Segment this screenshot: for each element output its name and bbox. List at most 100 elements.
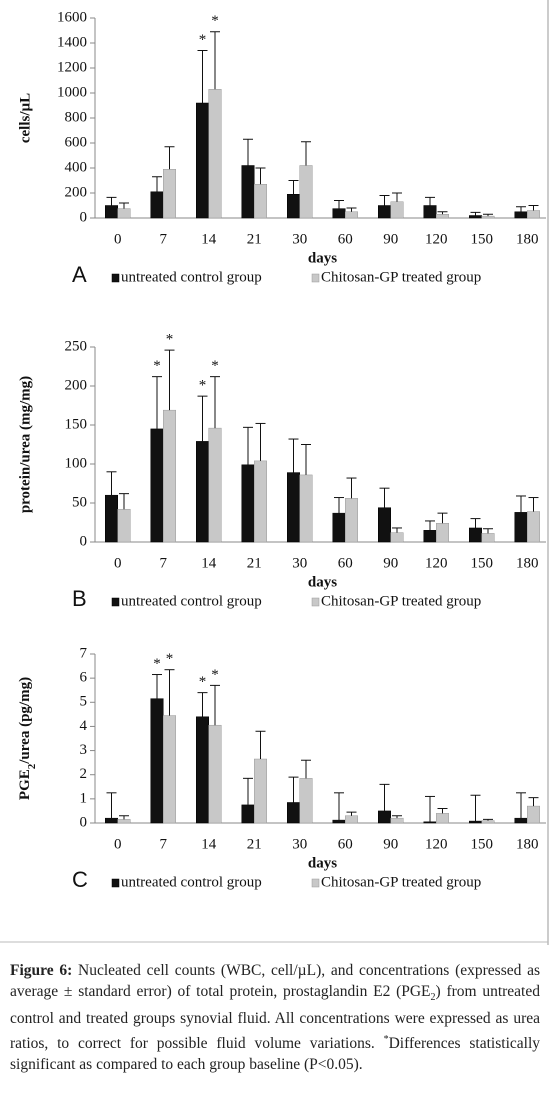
bar <box>241 165 255 219</box>
error-bar <box>152 176 162 192</box>
bar <box>481 820 495 824</box>
error-bar <box>106 196 117 206</box>
bar <box>150 698 164 824</box>
bar <box>105 817 118 824</box>
legend-swatch <box>111 597 120 607</box>
bar <box>332 208 346 219</box>
error-bar <box>470 518 481 528</box>
error-bar <box>288 776 299 803</box>
caption-label: Figure 6: <box>10 962 73 979</box>
legend-label: Chitosan-GP treated group <box>321 593 481 609</box>
bar <box>345 211 358 219</box>
bar <box>514 512 528 543</box>
y-tick-label: 5 <box>80 694 88 710</box>
y-label-part: PGE <box>17 769 33 800</box>
error-bar <box>437 808 448 814</box>
bar <box>378 507 391 543</box>
bar <box>436 523 449 543</box>
bar <box>208 724 222 824</box>
x-tick-label: 120 <box>425 231 448 247</box>
x-tick-label: 90 <box>383 555 398 571</box>
error-bar <box>437 211 448 215</box>
x-tick-label: 21 <box>247 836 262 852</box>
error-bar <box>164 669 175 716</box>
error-bar <box>288 180 299 195</box>
panel-label: A <box>72 262 87 287</box>
bar <box>469 215 482 219</box>
legend-label: untreated control group <box>121 269 262 285</box>
legend-swatch <box>111 878 120 888</box>
bar <box>527 210 540 219</box>
x-tick-label: 120 <box>425 836 448 852</box>
y-tick-label: 1000 <box>57 84 87 100</box>
x-tick-label: 14 <box>201 836 217 852</box>
bar <box>254 758 267 824</box>
caption: Figure 6: Nucleated cell counts (WBC, ce… <box>10 960 540 1075</box>
y-label-sub: 2 <box>26 763 38 769</box>
error-bar <box>243 138 253 166</box>
x-tick-label: 150 <box>471 231 494 247</box>
y-label-part: /urea (pg/mg) <box>17 677 33 765</box>
legend-swatch <box>311 878 320 888</box>
y-tick-label: 2 <box>80 766 88 782</box>
error-bar <box>483 213 493 217</box>
error-bar <box>210 684 220 726</box>
x-tick-label: 180 <box>516 231 539 247</box>
error-bar <box>334 200 344 209</box>
y-tick-label: 1 <box>80 790 88 806</box>
y-tick-label: 7 <box>80 645 88 661</box>
bar <box>390 201 404 219</box>
y-tick-label: 200 <box>65 377 88 393</box>
y-tick-label: 3 <box>80 742 88 758</box>
x-tick-label: 150 <box>471 836 494 852</box>
y-tick-label: 100 <box>65 455 88 471</box>
error-bar <box>346 811 357 816</box>
error-bar <box>425 196 435 206</box>
y-tick-label: 1400 <box>57 34 87 50</box>
legend-label: untreated control group <box>121 593 262 609</box>
x-axis-label: days <box>308 250 337 266</box>
error-bar <box>470 794 481 822</box>
bar <box>423 205 437 219</box>
bar <box>241 804 255 824</box>
caption-sub: 2 <box>430 992 436 1004</box>
significance-marker: * <box>211 667 219 683</box>
caption-sup: * <box>383 1034 389 1046</box>
error-bar <box>119 202 129 209</box>
error-bar <box>164 146 175 170</box>
y-axis-label: cells/µL <box>17 93 33 143</box>
error-bar <box>379 783 390 811</box>
bar <box>196 441 209 543</box>
error-bar <box>197 395 208 442</box>
error-bar <box>119 815 129 820</box>
error-bar <box>119 493 129 510</box>
x-tick-label: 21 <box>247 231 262 247</box>
x-axis-label: days <box>308 574 337 590</box>
bar <box>527 511 540 543</box>
bar <box>332 512 346 543</box>
error-bar <box>334 792 344 821</box>
bar <box>390 532 404 543</box>
x-tick-label: 60 <box>338 231 353 247</box>
y-tick-label: 50 <box>72 494 87 510</box>
error-bar <box>164 349 175 411</box>
y-tick-label: 250 <box>65 338 88 354</box>
y-tick-label: 800 <box>65 109 88 125</box>
error-bar <box>288 438 299 473</box>
significance-marker: * <box>153 358 161 374</box>
bar <box>208 427 222 543</box>
bar <box>481 533 495 543</box>
error-bar <box>528 205 539 211</box>
error-bar <box>301 759 311 779</box>
error-bar <box>334 497 344 514</box>
x-tick-label: 7 <box>160 836 168 852</box>
x-tick-label: 90 <box>383 231 398 247</box>
bar <box>287 472 300 543</box>
bar <box>390 817 404 824</box>
x-tick-label: 180 <box>516 836 539 852</box>
y-tick-label: 600 <box>65 134 88 150</box>
error-bar <box>516 206 526 212</box>
significance-marker: * <box>166 332 174 348</box>
